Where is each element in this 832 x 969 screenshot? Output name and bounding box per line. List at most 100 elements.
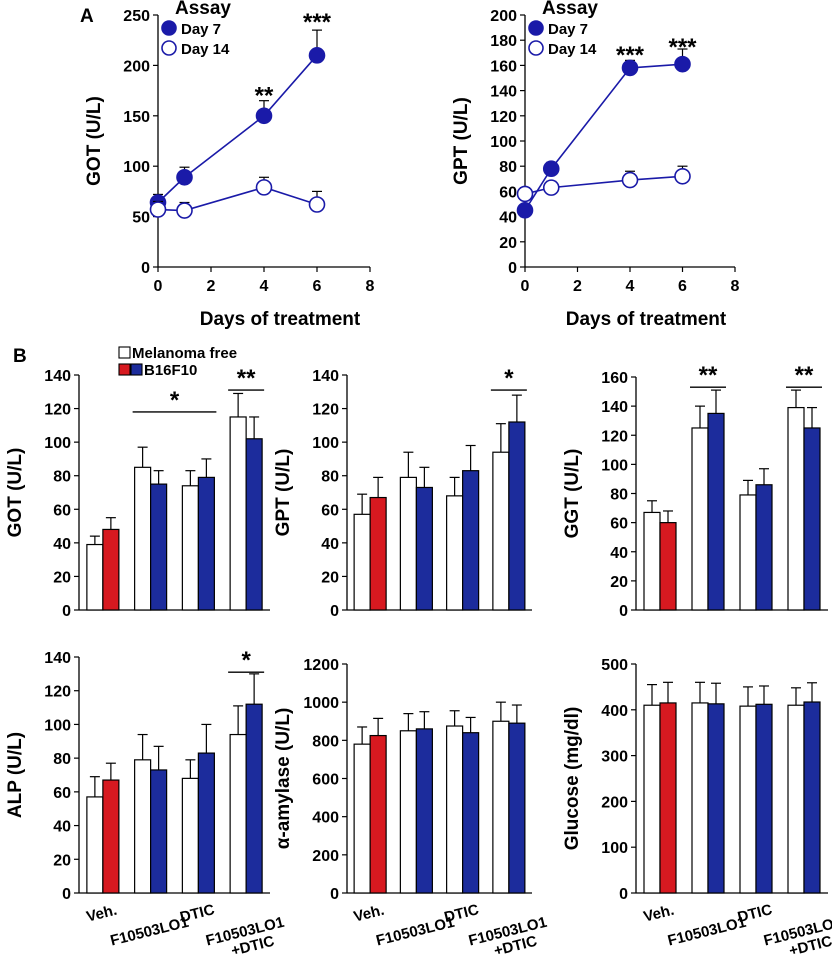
melanoma-free-bar — [739, 705, 757, 894]
y-tick-label: 160 — [601, 370, 628, 387]
x-category-text: Veh. — [352, 902, 386, 926]
y-tick-label: 0 — [62, 603, 71, 620]
y-tick-label: 0 — [141, 260, 150, 277]
b16f10-bar — [369, 734, 387, 894]
y-tick-label: 100 — [601, 840, 628, 857]
x-category-label: F10503LO1+DTIC — [467, 914, 549, 960]
melanoma-free-bar — [86, 796, 104, 894]
series-day-7-point — [176, 168, 193, 186]
melanoma-free-bar — [492, 451, 510, 611]
legend-marker — [528, 40, 544, 56]
y-tick-label: 40 — [53, 819, 71, 836]
x-category-text: Veh. — [85, 902, 119, 926]
y-tick-label: 0 — [508, 260, 517, 277]
melanoma-free-bar — [181, 777, 199, 894]
x-category-label: DTIC — [442, 901, 480, 926]
x-category-label: Veh. — [352, 902, 386, 926]
melanoma-free-bar — [787, 704, 805, 894]
y-axis-title: GPT (U/L) — [451, 97, 472, 185]
b16f10-bar — [707, 703, 725, 894]
melanoma-free-bar — [691, 427, 709, 611]
y-tick-label: 100 — [601, 457, 628, 474]
b16f10-bar — [462, 732, 480, 894]
y-tick-label: 80 — [499, 159, 517, 176]
x-axis-title: Days of treatment — [200, 309, 361, 330]
panel-label-a: A — [80, 6, 94, 27]
y-tick-label: 50 — [132, 210, 150, 227]
y-tick-label: 40 — [321, 536, 339, 553]
y-tick-label: 60 — [321, 502, 339, 519]
y-tick-label: 600 — [312, 772, 339, 789]
significance-marker: ** — [795, 362, 814, 389]
legend-marker — [161, 20, 177, 36]
y-tick-label: 200 — [490, 8, 517, 25]
x-tick-label: 2 — [207, 278, 216, 295]
y-tick-label: 0 — [330, 603, 339, 620]
y-tick-label: 20 — [321, 569, 339, 586]
melanoma-free-bar — [643, 704, 661, 894]
y-axis-title: GGT (U/L) — [562, 449, 583, 539]
y-axis-title: GOT (U/L) — [84, 96, 105, 186]
y-tick-label: 80 — [53, 751, 71, 768]
y-axis-title: GPT (U/L) — [273, 449, 294, 537]
series-day-7-point — [255, 107, 273, 125]
x-axis-title: Days of treatment — [566, 309, 727, 330]
y-tick-label: 100 — [44, 717, 71, 734]
y-tick-label: 400 — [601, 703, 628, 720]
y-tick-label: 120 — [44, 684, 71, 701]
y-axis-title: Glucose (mg/dl) — [562, 707, 583, 851]
chart-gpt_bar: 0 20 40 60 80 100 120 140 GPT (U/L) * — [273, 365, 532, 620]
melanoma-free-bar — [446, 495, 464, 611]
y-tick-label: 0 — [62, 886, 71, 903]
x-tick-label: 0 — [521, 278, 530, 295]
y-tick-label: 20 — [53, 852, 71, 869]
x-category-label: DTIC — [178, 901, 216, 926]
series-day-14-point — [149, 201, 167, 218]
y-tick-label: 100 — [490, 134, 517, 151]
melanoma-free-bar — [399, 476, 417, 611]
x-tick-label: 4 — [626, 278, 635, 295]
y-tick-label: 80 — [321, 469, 339, 486]
significance-marker: ** — [699, 362, 718, 389]
y-tick-label: 40 — [499, 210, 517, 227]
b16f10-bar — [102, 528, 120, 611]
y-tick-label: 500 — [601, 657, 628, 674]
y-axis-title: α-amylase (U/L) — [273, 708, 294, 850]
series-day-14-line — [524, 175, 683, 195]
series-day-14-point — [176, 202, 193, 219]
series-day-7-point — [674, 55, 691, 73]
x-category-text: DTIC — [442, 901, 480, 926]
x-tick-label: 2 — [573, 278, 582, 295]
y-axis-title: GOT (U/L) — [5, 448, 26, 538]
x-tick-label: 8 — [366, 278, 375, 295]
x-tick-label: 8 — [731, 278, 740, 295]
y-tick-label: 1000 — [303, 695, 339, 712]
x-category-text: DTIC — [736, 901, 774, 926]
series-day-14-point — [255, 179, 273, 196]
y-tick-label: 800 — [312, 733, 339, 750]
y-tick-label: 150 — [123, 109, 150, 126]
legend-label: Day 7 — [548, 21, 588, 38]
b16f10-bar — [707, 412, 725, 611]
y-tick-label: 120 — [601, 428, 628, 445]
y-tick-label: 100 — [123, 159, 150, 176]
b16f10-bar — [659, 522, 677, 611]
x-category-label: DTIC — [736, 901, 774, 926]
x-category-label: F10503LO1 — [666, 914, 748, 950]
legend-swatch — [130, 363, 143, 376]
melanoma-free-bar — [446, 725, 464, 894]
legend-label: Day 14 — [548, 41, 597, 58]
y-tick-label: 120 — [490, 109, 517, 126]
y-tick-label: 140 — [44, 650, 71, 667]
y-tick-label: 0 — [619, 886, 628, 903]
melanoma-free-bar — [134, 759, 152, 894]
panel-label-b: B — [13, 346, 27, 367]
legend-title: Assay — [542, 0, 598, 19]
legend-marker — [161, 40, 177, 56]
y-tick-label: 400 — [312, 810, 339, 827]
b16f10-bar — [803, 427, 821, 611]
melanoma-free-bar — [643, 511, 661, 611]
y-tick-label: 0 — [619, 603, 628, 620]
